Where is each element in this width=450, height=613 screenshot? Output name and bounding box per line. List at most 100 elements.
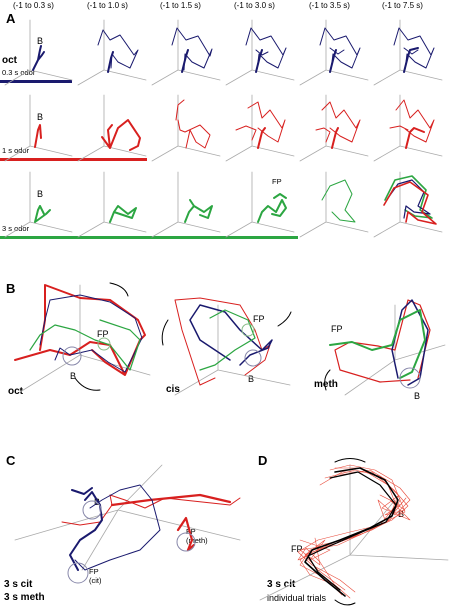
caption-d-1: 3 s cit [267,579,296,590]
fixed-point-label-a: FP [272,177,282,186]
d-trial-3 [297,467,397,593]
b-cis-arrow-left [161,319,169,346]
c-meth-red [61,494,241,526]
c-baseline-circle [82,500,102,520]
traj-r2c6b [405,127,425,149]
axis-r2c4 [225,94,295,162]
traj-r3c3 [184,199,213,223]
traj-r2c2 [101,119,141,151]
d-arrow-top [334,458,366,463]
d-mean-trajectory-2 [307,471,397,591]
row-bar-3s [0,236,298,239]
axis-r2c1 [4,94,73,162]
panel-c-letter: C [6,453,16,468]
traj-r1c3 [171,27,213,71]
axis-r2c2 [77,94,147,162]
d-trial-cluster-fp [299,537,333,566]
odor-label-b-meth: meth [314,379,338,390]
caption-c-1: 3 s cit [4,579,33,590]
traj-r1c4b [255,49,263,73]
b-meth-red [334,299,431,383]
b-cis-blue [189,304,273,366]
axis-r1c6 [373,19,443,86]
c-cit-blue-thick [69,487,103,571]
d-mean-trajectory [304,467,399,597]
fp-cit-sub: (cit) [89,576,102,585]
panel-b-letter: B [6,281,16,296]
b-meth-baseline-circle [399,367,421,389]
axis-r3c5 [299,171,369,238]
row-label-0-3s: 0.3 s odor [2,68,36,77]
b-oct-green [29,319,141,371]
c-fp-meth-circle [176,532,196,552]
fp-label-b3: FP [331,324,343,334]
axis-b1 [19,284,151,393]
b-oct-arrow-top [109,282,129,297]
axis-r2c5 [299,94,369,162]
traj-r3c6-green [384,175,433,219]
panel-c-trajectories [61,484,241,571]
row3-overlay-c6 [383,179,437,225]
d-trial-5 [297,469,411,591]
traj-r2c4 [235,101,286,143]
traj-r1c5b [329,49,337,73]
traj-r1c2b [107,51,114,73]
time-window-5: (-1 to 3.5 s) [309,1,350,10]
c-meth-red-thick [110,493,232,552]
b-oct-fp-circle [97,337,111,351]
axis-r3c4 [225,171,295,238]
panel-c-axes [14,464,241,571]
traj-r2c3 [175,99,211,149]
panel-a-letter: A [6,11,16,26]
row-label-3s: 3 s odor [2,224,30,233]
time-window-3: (-1 to 1.5 s) [160,1,201,10]
traj-r1c3b [181,49,189,73]
axis-r1c2 [77,19,147,86]
time-window-2: (-1 to 1.0 s) [87,1,128,10]
odor-label-oct: oct [2,55,17,66]
b-cis-baseline-circle [244,349,262,367]
odor-label-b-oct: oct [8,386,23,397]
traj-r1c1 [32,45,45,71]
odor-label-b-cis: cis [166,384,180,395]
b-oct-arrow-bottom [74,377,101,391]
fp-label-d: FP [291,544,303,554]
panel-b-cis [174,297,273,386]
axis-r1c1 [4,19,73,86]
b-cis-fp-circle [241,323,255,337]
traj-r3c6-blue [387,179,431,219]
axis-r3c6 [373,171,443,238]
fp-meth-sub: (meth) [186,536,208,545]
b-cis-arrow-right [277,311,292,327]
baseline-label-a1: B [37,36,44,46]
traj-r2c4b [257,127,266,149]
row-bar-0-3s [0,80,72,83]
axis-r1c5 [299,19,369,86]
traj-r1c2 [97,29,139,69]
traj-r2c1 [34,124,42,148]
b-oct-blue [39,294,143,373]
c-cit-blue [74,484,161,571]
baseline-label-b1: B [70,371,77,381]
panel-b-meth [329,299,431,386]
axis-r1c4 [225,19,295,86]
b-meth-arrow [324,369,331,391]
panel-a-axes [4,19,443,238]
axis-r3c3 [151,171,221,238]
traj-r2c5 [315,101,361,143]
axis-r3c2 [77,171,147,238]
panel-b-axes [19,284,446,396]
axis-r3c1 [4,171,73,238]
traj-r3c4 [257,193,287,223]
caption-d-2: individual trials [267,593,327,603]
traj-r3c2 [109,205,137,223]
traj-r2c6 [389,99,435,143]
panel-b-oct [14,284,146,376]
axis-r2c3 [151,94,221,162]
traj-r1c6 [393,27,435,71]
axis-b2 [174,304,291,396]
baseline-label-b2: B [248,374,255,384]
caption-c-2: 3 s meth [4,592,45,603]
traj-r2c5b [331,127,339,149]
